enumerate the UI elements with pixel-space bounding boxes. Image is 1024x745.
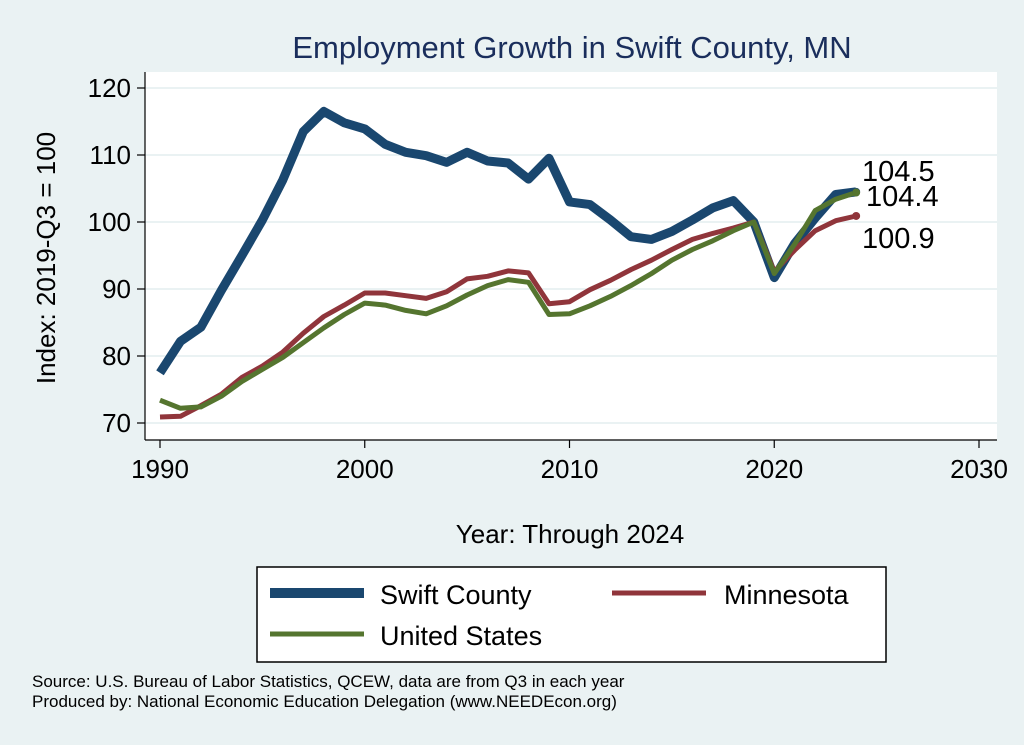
end-marker-united-states [852,188,861,197]
producer-note: Produced by: National Economic Education… [32,692,617,711]
end-label-minnesota: 100.9 [862,223,935,255]
legend: Swift County Minnesota United States [256,566,887,663]
y-tick-label: 110 [90,140,131,170]
end-label-united-states: 104.4 [866,181,939,213]
source-note: Source: U.S. Bureau of Labor Statistics,… [32,672,625,691]
legend-box [256,566,887,663]
x-tick-label: 1990 [131,454,189,484]
series-line-united-states [159,190,857,411]
x-tick-label: 2000 [336,454,394,484]
plot-background [145,72,997,440]
end-marker-minnesota [852,211,861,220]
y-tick-label: 80 [102,341,131,371]
chart-title: Employment Growth in Swift County, MN [292,30,851,65]
x-tick-label: 2010 [541,454,599,484]
plot-area: 70 80 90 100 110 120 1990 2000 2010 2020 2030 104.5… [88,72,1008,484]
y-tick-label: 100 [88,207,131,237]
x-tick-label: 2030 [950,454,1008,484]
y-tick-label: 120 [88,73,131,103]
series-line-swift-county [156,106,857,376]
y-tick-label: 90 [102,274,131,304]
legend-label-minnesota: Minnesota [724,580,850,610]
x-tick-label: 2020 [745,454,803,484]
legend-label-swift-county: Swift County [380,580,532,610]
end-label-swift-county: 104.5 [862,156,935,188]
x-axis-label: Year: Through 2024 [456,519,684,549]
y-axis-label: Index: 2019-Q3 = 100 [31,132,61,384]
legend-label-united-states: United States [380,621,542,651]
y-tick-label: 70 [102,408,131,438]
